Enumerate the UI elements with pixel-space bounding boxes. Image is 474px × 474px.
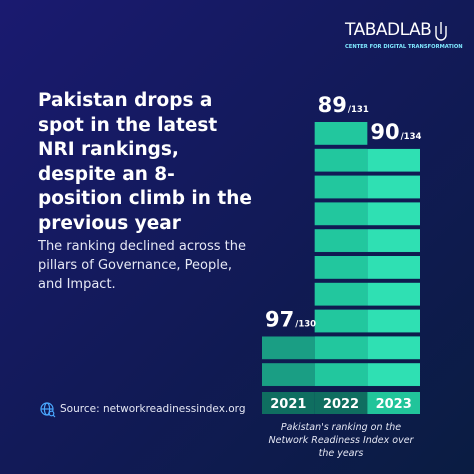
title: Pakistan drops a spot in the latest NRI … <box>38 90 252 234</box>
bars <box>262 122 420 390</box>
value-total-label: /131 <box>348 105 369 115</box>
value-label: 90 <box>370 120 399 144</box>
bar <box>262 336 315 390</box>
year-band <box>262 392 315 414</box>
logo: TABADLAB <box>345 20 432 40</box>
logo-icon <box>435 22 447 41</box>
source: Source: networkreadinessindex.org <box>60 403 246 415</box>
value-label: 97 <box>265 307 294 331</box>
globe-icon <box>40 402 56 418</box>
year-band <box>367 392 420 414</box>
bar <box>367 148 420 390</box>
year-band <box>314 392 368 414</box>
logo-tagline: CENTER FOR DIGITAL TRANSFORMATION <box>345 44 463 50</box>
value-label: 89 <box>318 93 347 117</box>
x-tick-label: 2023 <box>376 397 412 412</box>
x-tick-label: 2021 <box>270 397 306 412</box>
bar <box>314 122 368 390</box>
value-total-label: /130 <box>295 319 316 329</box>
subtitle: The ranking declined across the pillars … <box>38 239 247 292</box>
caption: Pakistan's ranking on the Network Readin… <box>268 422 414 459</box>
value-total-label: /134 <box>401 132 422 142</box>
x-tick-label: 2022 <box>323 397 359 412</box>
